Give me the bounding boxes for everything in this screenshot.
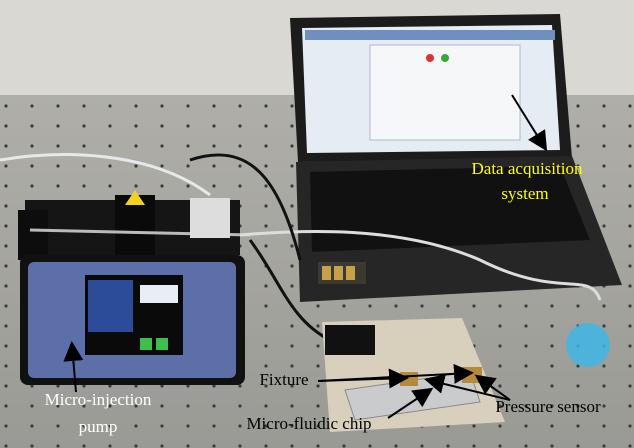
label: pump [79,417,118,436]
label: Data acquisition [472,159,583,178]
label: Fixture [259,370,308,389]
photo: Data acquisition system Micro-injection … [0,0,634,448]
label: Pressure sensor [495,397,601,416]
label: system [501,184,548,203]
reservoir [566,323,610,367]
label: Micro-fluidic chip [246,414,371,433]
syringe-pump [18,190,250,385]
label: Micro-injection [45,390,152,409]
